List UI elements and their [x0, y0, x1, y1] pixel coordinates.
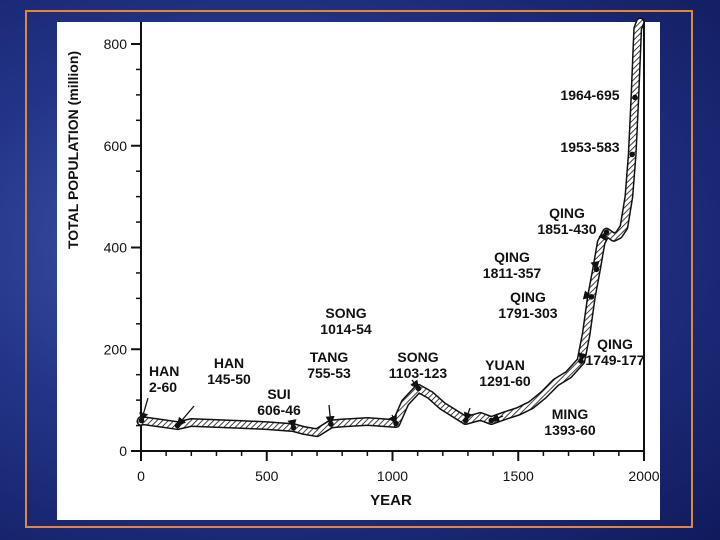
annotation-value: 1953-583 — [560, 139, 619, 155]
y-tick-label: 800 — [104, 36, 128, 52]
annotation-dynasty: QING — [549, 205, 585, 221]
series-band-fill — [138, 19, 644, 436]
annotation-value: 1791-303 — [498, 305, 557, 321]
x-tick-label: 500 — [255, 468, 279, 484]
annotation-dynasty: SUI — [267, 386, 290, 402]
annotation-value: 1291-60 — [479, 373, 531, 389]
annotation-arrow — [598, 231, 608, 242]
y-tick-label: 600 — [104, 138, 128, 154]
annotation-value: 2-60 — [149, 379, 177, 395]
slide-frame — [25, 10, 693, 528]
annotation-arrow — [176, 405, 195, 427]
annotation-arrow — [139, 397, 149, 422]
annotation-arrow — [388, 414, 397, 425]
x-tick-label: 1000 — [377, 468, 408, 484]
annotation-value: 1749-177 — [585, 352, 644, 368]
annotations: HAN2-60HAN145-50SUI606-46TANG755-53SONG1… — [138, 87, 645, 438]
data-point-marker — [629, 151, 635, 158]
annotation-dynasty: SONG — [397, 349, 438, 365]
x-axis-label: YEAR — [370, 492, 412, 509]
annotation-arrow — [578, 352, 588, 363]
x-tick-label: 1500 — [503, 468, 534, 484]
annotation-value: 1811-357 — [483, 265, 542, 281]
data-point-marker — [632, 94, 638, 101]
annotation-dynasty: HAN — [149, 363, 179, 379]
annotation-dynasty: YUAN — [485, 357, 525, 373]
annotation-dynasty: TANG — [310, 349, 349, 365]
series-line — [136, 17, 645, 438]
annotation-value: 606-46 — [257, 402, 301, 418]
axes: 0 200 400 600 800 0 500 1000 1500 2000 — [104, 22, 660, 484]
annotation-dynasty: QING — [597, 336, 633, 352]
annotation-arrow — [463, 407, 473, 422]
annotation-arrow — [582, 290, 593, 300]
y-axis-label: TOTAL POPULATION (million) — [65, 51, 81, 249]
annotation-dynasty: MING — [552, 406, 589, 422]
annotation-value: 1014-54 — [320, 321, 372, 337]
annotation-value: 1103-123 — [389, 365, 448, 381]
annotation-arrow — [287, 419, 297, 429]
annotation-dynasty: SONG — [325, 305, 366, 321]
annotation-value: 1851-430 — [537, 221, 596, 237]
chart-paper — [57, 22, 660, 520]
annotation-arrow — [410, 379, 420, 390]
annotation-value: 1964-695 — [560, 87, 619, 103]
annotation-value: 755-53 — [307, 365, 351, 381]
annotation-dynasty: QING — [494, 249, 530, 265]
y-tick-label: 0 — [119, 443, 127, 459]
x-tick-label: 2000 — [628, 468, 659, 484]
annotation-dynasty: QING — [510, 289, 546, 305]
data-point-marker — [393, 420, 399, 427]
annotation-value: 145-50 — [207, 371, 251, 387]
annotation-dynasty: HAN — [214, 355, 244, 371]
y-tick-label: 400 — [104, 240, 128, 256]
x-tick-label: 0 — [137, 468, 145, 484]
annotation-value: 1393-60 — [544, 422, 596, 438]
annotation-arrow — [325, 404, 335, 426]
y-tick-label: 200 — [104, 341, 128, 357]
annotation-arrow — [490, 413, 504, 422]
